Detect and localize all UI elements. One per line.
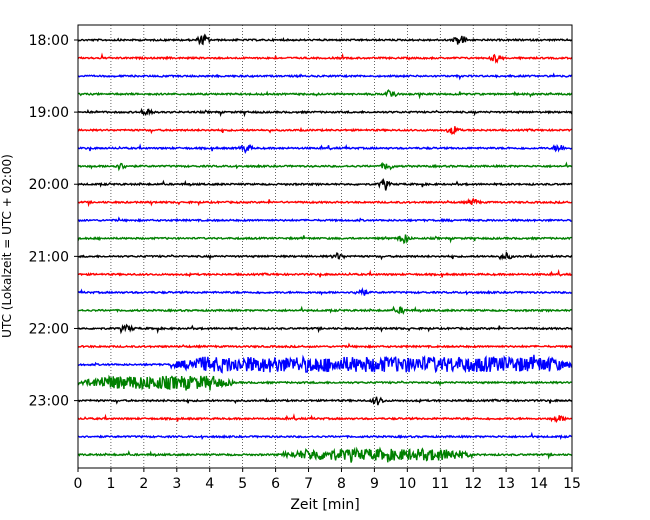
trace-1815 <box>77 52 573 64</box>
x-tick-label-9: 9 <box>370 476 379 492</box>
x-tick-label-6: 6 <box>271 476 280 492</box>
x-axis-label: Zeit [min] <box>290 497 359 513</box>
x-tick-label-0: 0 <box>74 476 83 492</box>
grid-layer <box>77 25 573 468</box>
trace-1945 <box>77 161 573 172</box>
trace-2045 <box>77 234 572 245</box>
y-tick-label-18:00: 18:00 <box>29 33 69 49</box>
x-tick-label-13: 13 <box>497 476 515 492</box>
y-axis-ticks: 18:00 19:00 20:00 21:00 22:00 23:00 <box>29 33 78 410</box>
trace-2300 <box>77 396 573 406</box>
x-tick-label-7: 7 <box>304 476 313 492</box>
trace-1900 <box>77 107 573 118</box>
y-tick-label-20:00: 20:00 <box>29 177 69 193</box>
trace-layer <box>77 33 573 463</box>
x-tick-label-4: 4 <box>205 476 214 492</box>
trace-1915 <box>77 126 572 135</box>
trace-2030 <box>77 216 572 223</box>
x-tick-label-15: 15 <box>563 476 581 492</box>
y-tick-label-21:00: 21:00 <box>29 249 69 265</box>
x-tick-label-1: 1 <box>106 476 115 492</box>
x-tick-label-14: 14 <box>530 476 548 492</box>
trace-2000 <box>77 177 573 191</box>
trace-2345 <box>77 446 573 463</box>
x-tick-label-5: 5 <box>238 476 247 492</box>
trace-2145 <box>77 305 573 315</box>
x-tick-label-11: 11 <box>431 476 449 492</box>
plot-frame <box>77 24 573 469</box>
x-tick-label-10: 10 <box>398 476 416 492</box>
x-tick-label-3: 3 <box>172 476 181 492</box>
x-axis-ticks: 0 1 2 3 4 5 6 7 8 9 10 11 12 13 14 15 <box>74 468 581 492</box>
trace-2200 <box>77 323 573 335</box>
trace-2230 <box>77 354 573 374</box>
trace-2115 <box>77 268 572 278</box>
x-tick-label-12: 12 <box>464 476 482 492</box>
trace-1930 <box>77 143 573 154</box>
trace-2015 <box>77 197 573 208</box>
trace-2100 <box>77 251 573 261</box>
x-tick-label-8: 8 <box>337 476 346 492</box>
x-tick-label-2: 2 <box>139 476 148 492</box>
y-tick-label-22:00: 22:00 <box>29 321 69 337</box>
trace-2330 <box>77 431 573 441</box>
y-tick-label-19:00: 19:00 <box>29 105 69 121</box>
trace-2315 <box>77 413 573 424</box>
trace-1830 <box>77 72 573 81</box>
trace-2215 <box>77 342 573 349</box>
trace-2130 <box>77 286 573 296</box>
trace-2245 <box>77 374 573 391</box>
trace-1800 <box>77 33 573 46</box>
y-axis-label: UTC (Lokalzeit = UTC + 02:00) <box>0 154 14 338</box>
trace-1845 <box>77 89 573 100</box>
y-tick-label-23:00: 23:00 <box>29 394 69 410</box>
